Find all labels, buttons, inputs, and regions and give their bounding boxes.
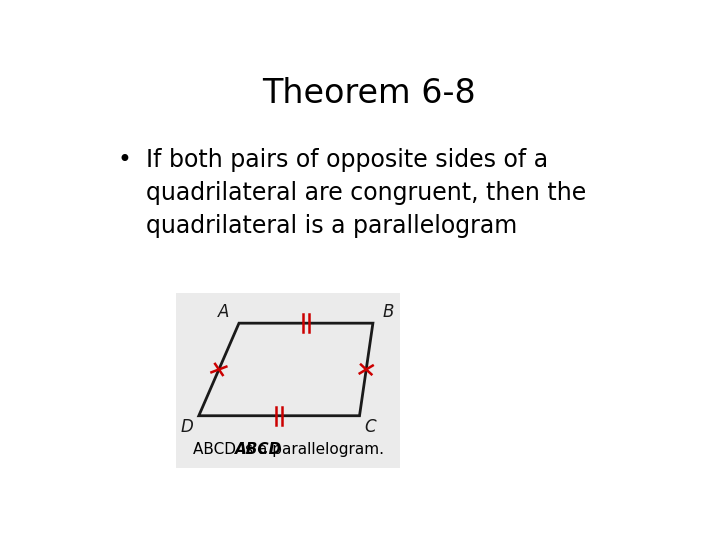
- Text: ABCD is a parallelogram.: ABCD is a parallelogram.: [192, 442, 384, 457]
- Text: B: B: [383, 303, 395, 321]
- Text: quadrilateral is a parallelogram: quadrilateral is a parallelogram: [145, 214, 517, 239]
- Text: D: D: [181, 418, 194, 436]
- Text: quadrilateral are congruent, then the: quadrilateral are congruent, then the: [145, 181, 586, 205]
- Text: C: C: [364, 418, 376, 436]
- Text: Theorem 6-8: Theorem 6-8: [262, 77, 476, 110]
- Text: ABCD: ABCD: [235, 442, 282, 457]
- Text: •: •: [118, 148, 132, 172]
- Text: A: A: [217, 303, 229, 321]
- Text: If both pairs of opposite sides of a: If both pairs of opposite sides of a: [145, 148, 548, 172]
- FancyBboxPatch shape: [176, 294, 400, 468]
